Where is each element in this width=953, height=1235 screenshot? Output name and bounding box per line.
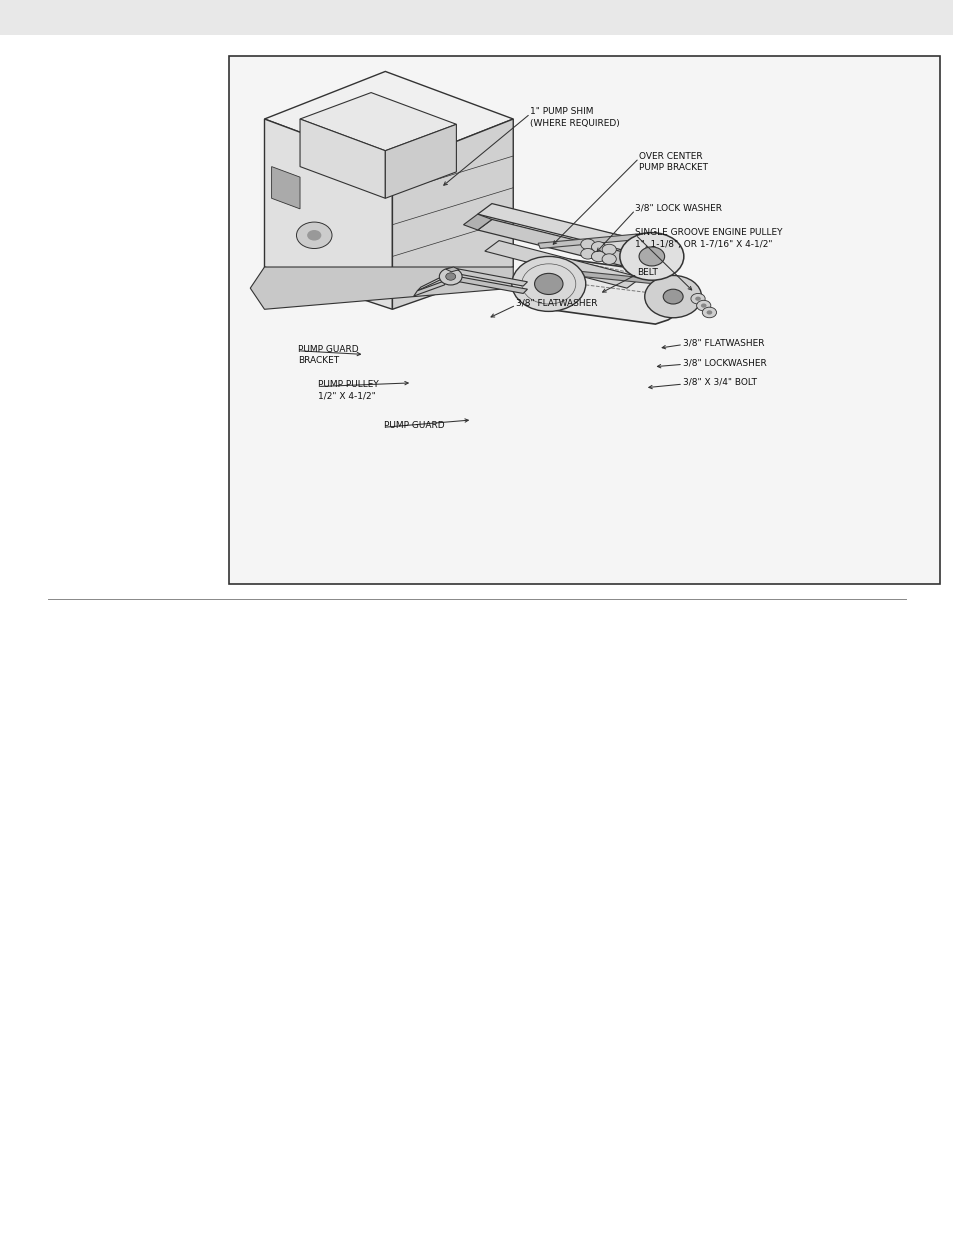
Polygon shape [385,125,456,199]
Ellipse shape [696,300,710,311]
Ellipse shape [439,268,461,285]
Ellipse shape [695,296,700,301]
Polygon shape [414,279,447,296]
Ellipse shape [580,248,595,259]
Polygon shape [272,167,299,209]
Ellipse shape [639,247,664,266]
Ellipse shape [601,245,616,254]
Polygon shape [449,268,527,287]
Ellipse shape [662,289,682,304]
Polygon shape [416,272,450,290]
Ellipse shape [619,232,683,280]
Text: SINGLE GROOVE ENGINE PULLEY
1", 1-1/8", OR 1-7/16" X 4-1/2": SINGLE GROOVE ENGINE PULLEY 1", 1-1/8", … [635,228,782,248]
Ellipse shape [534,273,562,294]
Text: PUMP PULLEY
1/2" X 4-1/2": PUMP PULLEY 1/2" X 4-1/2" [317,380,378,400]
Polygon shape [250,267,513,309]
Polygon shape [463,214,492,230]
Polygon shape [477,204,640,251]
Ellipse shape [601,254,616,264]
Polygon shape [445,267,458,272]
Polygon shape [299,93,456,151]
Ellipse shape [700,304,706,308]
Ellipse shape [307,230,321,241]
Text: 3/8" FLATWASHER: 3/8" FLATWASHER [516,299,597,308]
Ellipse shape [591,251,605,262]
Bar [229,56,939,584]
Polygon shape [264,72,513,167]
Ellipse shape [512,257,585,311]
Text: 3/8" LOCK WASHER: 3/8" LOCK WASHER [635,204,721,212]
Ellipse shape [296,222,332,248]
Text: 3/8" X 3/4" BOLT: 3/8" X 3/4" BOLT [682,378,757,387]
Ellipse shape [690,294,704,304]
Ellipse shape [591,242,605,252]
Ellipse shape [445,273,456,280]
Ellipse shape [701,308,716,317]
Polygon shape [264,119,392,309]
Text: PUMP GUARD: PUMP GUARD [383,421,444,430]
Polygon shape [447,275,527,294]
Text: 1" PUMP SHIM
(WHERE REQUIRED): 1" PUMP SHIM (WHERE REQUIRED) [530,107,619,127]
Polygon shape [484,241,640,288]
Polygon shape [537,267,655,284]
Ellipse shape [706,310,712,315]
Text: OVER CENTER
PUMP BRACKET: OVER CENTER PUMP BRACKET [639,152,707,172]
Text: PUMP GUARD
BRACKET: PUMP GUARD BRACKET [297,345,358,364]
Text: 3/8" FLATWASHER: 3/8" FLATWASHER [682,338,763,347]
Polygon shape [477,220,640,267]
Polygon shape [537,232,655,248]
Bar [0,0,953,35]
Polygon shape [527,257,689,324]
Ellipse shape [580,240,595,249]
Ellipse shape [644,275,700,317]
Text: BELT: BELT [637,268,658,277]
Text: 3/8" LOCKWASHER: 3/8" LOCKWASHER [682,358,766,367]
Polygon shape [299,119,385,199]
Polygon shape [392,119,513,309]
